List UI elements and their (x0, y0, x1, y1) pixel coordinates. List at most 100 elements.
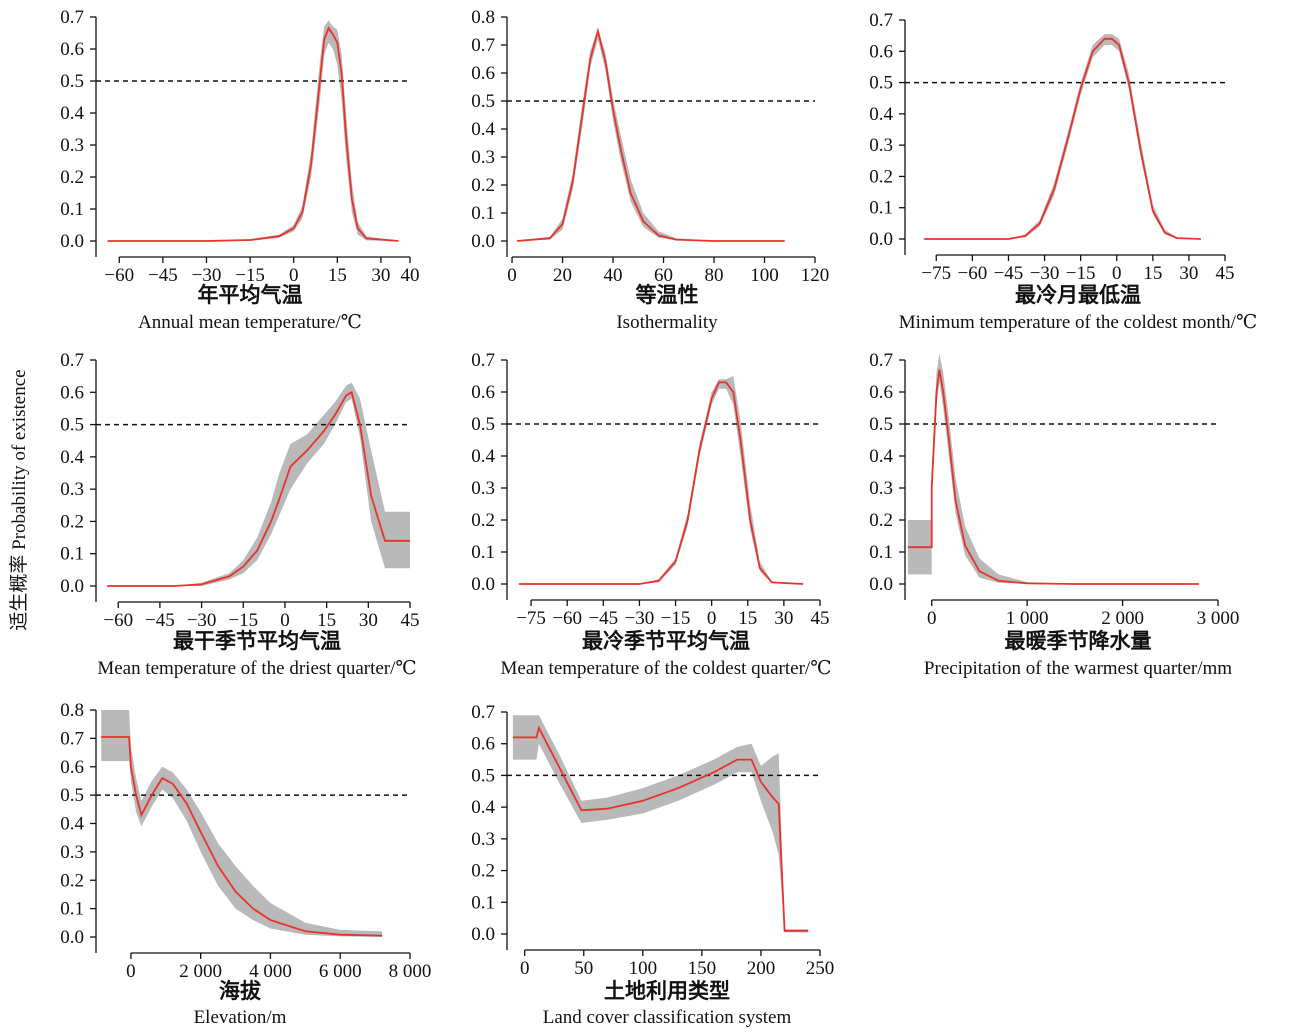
y-tick-label: 0.7 (60, 728, 84, 749)
y-tick-label: 0.3 (869, 135, 893, 156)
y-tick-label: 0.2 (869, 510, 893, 531)
chart-title-en: Mean temperature of the coldest quarter/… (501, 658, 832, 679)
y-tick-label: 0.8 (471, 7, 495, 28)
response-curve (924, 37, 1201, 240)
x-tick-label: 45 (1216, 263, 1235, 284)
chart-panel-2: 0.0 0.1 0.2 0.3 0.4 0.5 0.6 0.7 0.8 0 20 40 60 80 100 1… (471, 7, 829, 333)
confidence-band (519, 376, 804, 584)
x-tick-label: 15 (317, 610, 336, 631)
chart-title-cn: 最冷季节平均气温 (582, 629, 750, 653)
y-tick-label: 0.4 (60, 447, 84, 468)
x-tick-label: 0 (927, 608, 937, 629)
x-tick-label: 2 000 (1101, 608, 1144, 629)
y-tick-label: 0.3 (869, 478, 893, 499)
x-tick-label: 3 000 (1197, 608, 1240, 629)
chart-title-en: Elevation/m (194, 1007, 287, 1028)
response-curve (512, 725, 809, 932)
y-tick-label: 0.6 (471, 734, 495, 755)
response-curve (519, 381, 804, 585)
x-tick-label: 45 (401, 610, 420, 631)
x-tick-label: 250 (806, 958, 835, 979)
x-tick-label: 50 (574, 958, 593, 979)
chart-panel-6: 0.0 0.1 0.2 0.3 0.4 0.5 0.6 0.7 0 1 000 2 000 3 000… (869, 350, 1239, 679)
y-tick-label: 0.5 (60, 415, 84, 436)
y-tick-label: 0.6 (869, 382, 893, 403)
y-tick-label: 0.1 (869, 542, 893, 563)
y-tick-label: 0.0 (471, 924, 495, 945)
y-tick-label: 0.8 (60, 700, 84, 721)
response-curve (107, 390, 410, 587)
x-tick-label: 0 (1112, 263, 1122, 284)
x-tick-label: 15 (328, 265, 347, 286)
y-tick-label: 0.1 (60, 899, 84, 920)
x-tick-label: 2 000 (179, 961, 222, 982)
chart-title-cn: 最冷月最低温 (1015, 283, 1141, 307)
x-tick-label: 40 (604, 265, 623, 286)
y-tick-label: 0.0 (60, 576, 84, 597)
chart-title-cn: 等温性 (636, 283, 699, 307)
y-tick-label: 0.4 (869, 446, 893, 467)
x-tick-label: 30 (1179, 263, 1198, 284)
x-tick-label: 8 000 (389, 961, 432, 982)
x-tick-label: −60 (104, 265, 134, 286)
y-tick-label: 0.7 (60, 350, 84, 371)
chart-title-cn: 海拔 (219, 979, 262, 1003)
y-tick-label: 0.1 (60, 544, 84, 565)
x-tick-label: 30 (371, 265, 390, 286)
chart-title-en: Minimum temperature of the coldest month… (899, 312, 1257, 333)
y-tick-label: 0.7 (869, 350, 893, 371)
y-tick-label: 0.1 (471, 892, 495, 913)
response-curve (517, 27, 785, 242)
y-tick-label: 0.5 (471, 414, 495, 435)
y-tick-label: 0.3 (471, 478, 495, 499)
x-tick-label: 100 (750, 265, 779, 286)
y-tick-label: 0.2 (869, 166, 893, 187)
chart-title-cn: 最干季节平均气温 (173, 629, 341, 653)
chart-panel-1: 0.0 0.1 0.2 0.3 0.4 0.5 0.6 0.7 −60 −45 −30 −15 0 15 3… (60, 7, 419, 333)
y-tick-label: 0.4 (471, 797, 495, 818)
y-tick-label: 0.0 (471, 231, 495, 252)
x-tick-label: −30 (192, 265, 222, 286)
x-tick-label: −60 (958, 263, 988, 284)
x-tick-label: 80 (705, 265, 724, 286)
confidence-band (101, 710, 383, 937)
x-tick-label: −60 (552, 608, 582, 629)
y-tick-label: 0.3 (471, 147, 495, 168)
chart-title-en: Precipitation of the warmest quarter/mm (924, 658, 1232, 679)
x-tick-label: −60 (103, 610, 133, 631)
x-tick-label: 0 (507, 265, 517, 286)
y-tick-label: 0.7 (869, 10, 893, 31)
y-tick-label: 0.4 (60, 103, 84, 124)
y-tick-label: 0.4 (471, 446, 495, 467)
y-tick-label: 0.2 (471, 175, 495, 196)
chart-title-en: Annual mean temperature/℃ (138, 312, 362, 333)
chart-title-en: Mean temperature of the driest quarter/℃ (97, 658, 416, 679)
chart-panel-5: 0.0 0.1 0.2 0.3 0.4 0.5 0.6 0.7 −75 −60 −45 −30 −15 0… (471, 350, 831, 679)
x-tick-label: 15 (738, 608, 757, 629)
y-tick-label: 0.4 (471, 119, 495, 140)
y-tick-label: 0.4 (869, 104, 893, 125)
y-tick-label: 0.1 (60, 199, 84, 220)
y-axis-label: 适生概率 Probability of existence (8, 369, 30, 630)
x-tick-label: −15 (228, 610, 258, 631)
x-tick-label: −45 (994, 263, 1024, 284)
x-tick-label: −30 (1030, 263, 1060, 284)
y-tick-label: 0.6 (60, 39, 84, 60)
confidence-band (517, 28, 785, 242)
chart-panel-3: 0.0 0.1 0.2 0.3 0.4 0.5 0.6 0.7 −75 −60 −45 −30 −15 0… (869, 10, 1257, 333)
x-tick-label: 30 (359, 610, 378, 631)
x-tick-label: 0 (707, 608, 717, 629)
y-tick-label: 0.2 (60, 870, 84, 891)
y-tick-label: 0.1 (471, 542, 495, 563)
x-tick-label: 6 000 (319, 961, 362, 982)
y-tick-label: 0.5 (869, 414, 893, 435)
chart-title-en: Land cover classification system (543, 1007, 792, 1028)
confidence-band (512, 715, 809, 933)
y-tick-label: 0.3 (60, 135, 84, 156)
x-tick-label: 1 000 (1006, 608, 1049, 629)
y-tick-label: 0.5 (471, 91, 495, 112)
y-tick-label: 0.3 (471, 829, 495, 850)
x-tick-label: −75 (516, 608, 546, 629)
y-tick-label: 0.7 (471, 35, 495, 56)
